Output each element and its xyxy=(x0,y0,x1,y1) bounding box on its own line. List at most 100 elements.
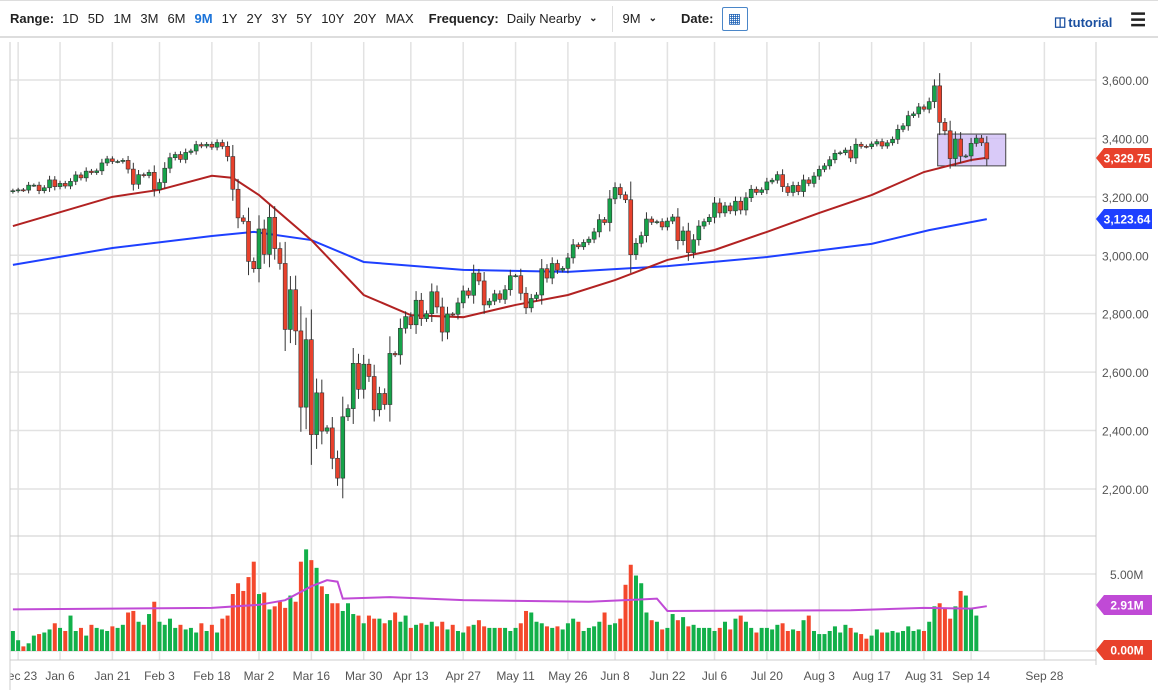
candle-body xyxy=(251,261,257,269)
range-option-2y[interactable]: 2Y xyxy=(246,11,263,26)
candle-body xyxy=(460,290,466,304)
volume-bar xyxy=(340,610,345,651)
calendar-icon[interactable]: ▦ xyxy=(721,6,748,31)
candle-body xyxy=(958,138,963,157)
candle-body xyxy=(62,183,68,187)
volume-bar xyxy=(256,594,261,651)
candle-body xyxy=(340,416,346,479)
volume-bar xyxy=(429,621,434,651)
candle-body xyxy=(602,219,607,223)
candle-body xyxy=(439,306,445,333)
volume-bar xyxy=(105,630,110,651)
volume-bar xyxy=(571,618,576,651)
candle-body xyxy=(387,353,393,405)
date-tick-label: Apr 13 xyxy=(393,669,429,683)
candle-body xyxy=(167,157,173,169)
candle-body xyxy=(15,189,21,192)
candle-body xyxy=(350,363,356,409)
volume-bar xyxy=(927,621,932,651)
range-option-1d[interactable]: 1D xyxy=(62,11,79,26)
candle-body xyxy=(94,170,99,173)
volume-bar xyxy=(115,627,120,651)
volume-bar xyxy=(63,630,68,651)
volume-bar xyxy=(120,624,125,651)
range-option-6m[interactable]: 6M xyxy=(167,11,186,26)
candle-body xyxy=(654,221,660,223)
candle-body xyxy=(466,290,471,296)
price-tick-label: 3,000.00 xyxy=(1102,249,1149,263)
period-dropdown[interactable]: 9M ⌄ xyxy=(623,11,657,26)
candle-body xyxy=(806,179,812,184)
volume-bar xyxy=(639,583,644,651)
range-option-1y[interactable]: 1Y xyxy=(221,11,238,26)
volume-bar xyxy=(372,618,377,651)
volume-bar xyxy=(843,624,848,651)
candle-body xyxy=(487,300,492,306)
candle-body xyxy=(256,228,262,269)
date-tick-label: Apr 27 xyxy=(446,669,482,683)
candle-body xyxy=(47,179,52,189)
candle-body xyxy=(115,161,120,163)
candle-body xyxy=(879,141,885,147)
candle-body xyxy=(712,202,717,218)
volume-bar xyxy=(775,624,780,651)
volume-bar xyxy=(377,618,382,651)
candle-body xyxy=(759,189,764,193)
volume-bar xyxy=(314,567,319,651)
volume-bar xyxy=(162,624,167,651)
volume-bar xyxy=(482,626,487,651)
range-option-10y[interactable]: 10Y xyxy=(321,11,345,26)
volume-bar xyxy=(251,561,256,651)
volume-bar xyxy=(764,627,769,651)
volume-bar xyxy=(633,575,638,651)
candle-body xyxy=(733,200,738,212)
range-option-9m[interactable]: 9M xyxy=(194,11,213,26)
volume-bar xyxy=(31,635,36,651)
volume-bar xyxy=(387,620,392,651)
date-tick-label: Mar 2 xyxy=(244,669,275,683)
volume-bar xyxy=(665,627,670,651)
volume-bar xyxy=(10,630,15,651)
volume-bar xyxy=(445,629,450,651)
range-option-1m[interactable]: 1M xyxy=(113,11,132,26)
candle-body xyxy=(10,190,16,193)
range-option-5d[interactable]: 5D xyxy=(87,11,105,26)
volume-bar xyxy=(958,590,963,651)
candle-body xyxy=(937,85,942,123)
price-tick-label: 2,800.00 xyxy=(1102,308,1149,322)
volume-bar xyxy=(544,626,549,651)
volume-bar xyxy=(356,615,361,651)
range-option-5y[interactable]: 5Y xyxy=(296,11,313,26)
volume-bar xyxy=(419,623,424,651)
candle-body xyxy=(644,218,649,236)
candle-body xyxy=(136,174,141,185)
volume-bar xyxy=(487,627,492,651)
volume-bar xyxy=(953,606,958,651)
volume-bar xyxy=(885,632,890,651)
hamburger-menu-icon[interactable]: ☰ xyxy=(1130,10,1147,30)
candle-body xyxy=(371,376,377,411)
tutorial-link[interactable]: ◫ tutorial xyxy=(1054,14,1112,30)
candle-body xyxy=(293,289,298,332)
volume-bar xyxy=(476,620,481,651)
candle-body xyxy=(974,137,979,144)
range-option-3y[interactable]: 3Y xyxy=(271,11,288,26)
date-tick-label: Jul 20 xyxy=(751,669,783,683)
candle-body xyxy=(775,174,780,181)
candle-body xyxy=(953,138,958,159)
frequency-dropdown[interactable]: Daily Nearby ⌄ xyxy=(507,11,598,26)
volume-bar xyxy=(518,623,523,651)
volume-bar xyxy=(948,618,953,651)
volume-bar xyxy=(707,627,712,651)
range-option-20y[interactable]: 20Y xyxy=(353,11,377,26)
candle-body xyxy=(649,218,654,223)
range-option-3m[interactable]: 3M xyxy=(140,11,159,26)
range-option-max[interactable]: MAX xyxy=(385,11,414,26)
candle-body xyxy=(235,188,241,219)
candle-body xyxy=(686,230,691,253)
volume-bar xyxy=(686,626,691,651)
chevron-down-icon: ⌄ xyxy=(589,13,598,24)
candle-body xyxy=(392,353,398,356)
date-tick-label: Aug 17 xyxy=(853,669,891,683)
candle-body xyxy=(513,275,518,278)
